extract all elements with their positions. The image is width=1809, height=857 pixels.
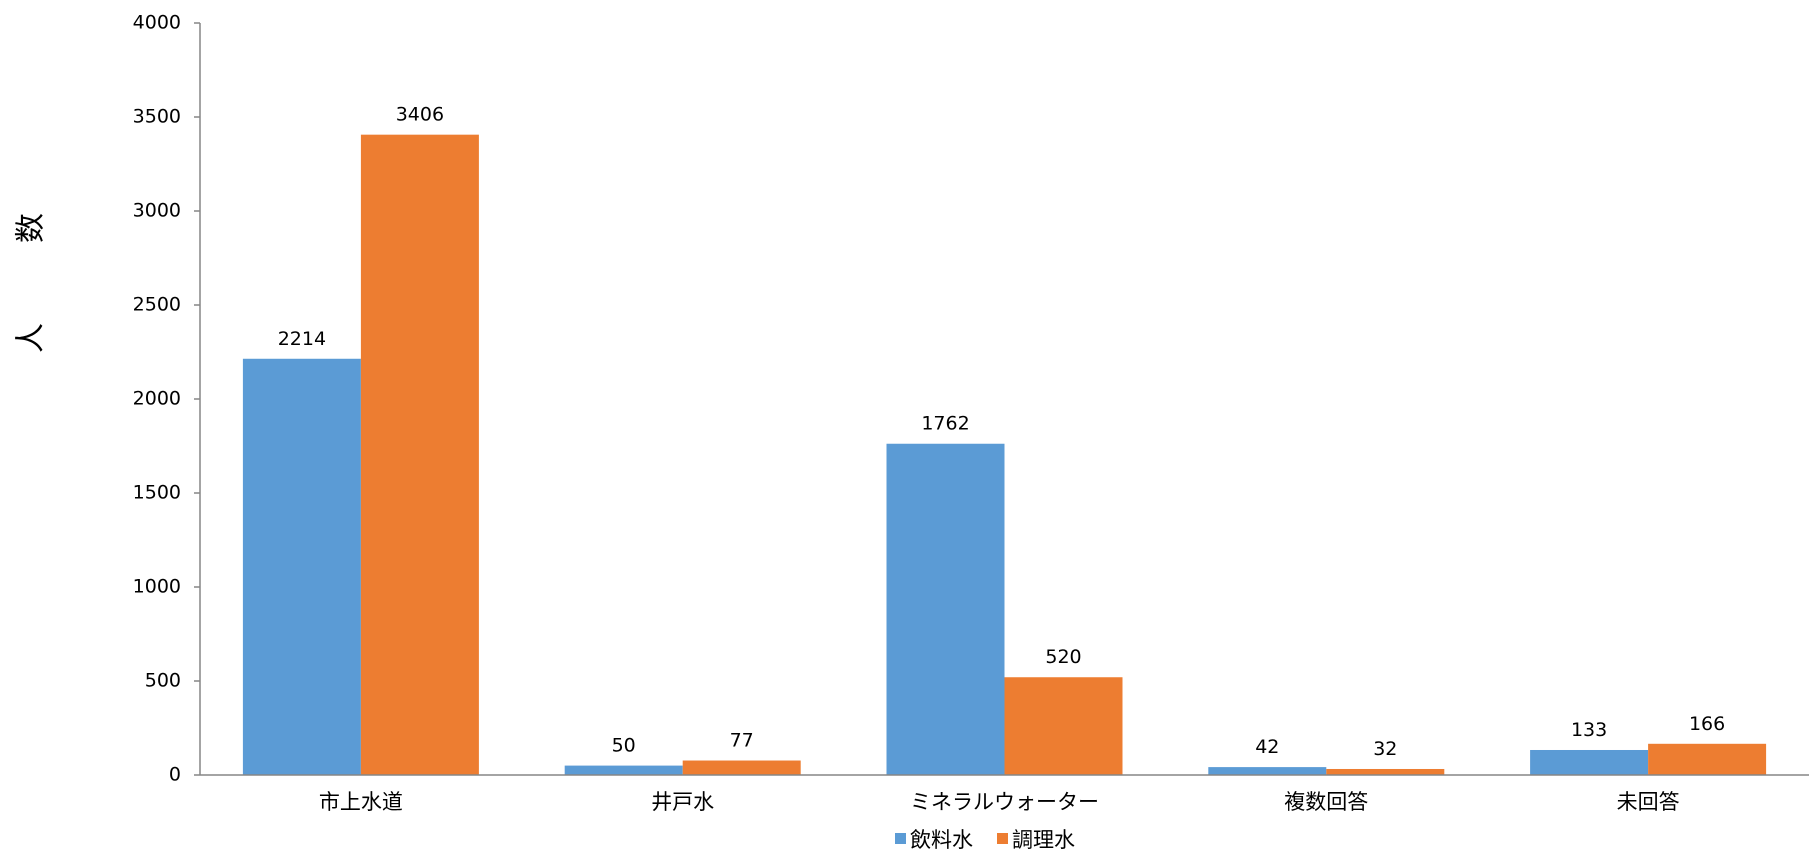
- data-labels: 2214 3406 50 77 1762 520 42 32 133 166: [278, 104, 1726, 760]
- y-axis-label-char-2: 人: [14, 323, 49, 353]
- legend-label: 調理水: [1012, 828, 1075, 852]
- data-label: 2214: [278, 328, 326, 350]
- y-tick-label: 0: [169, 764, 181, 786]
- bar-cooking-1: [682, 760, 801, 775]
- x-category-label: ミネラルウォーター: [910, 790, 1099, 814]
- data-label: 77: [730, 730, 754, 752]
- data-label: 1762: [921, 413, 969, 435]
- data-label: 3406: [396, 104, 444, 126]
- x-axis: 市上水道 井戸水 ミネラルウォーター 複数回答 未回答: [200, 774, 1809, 814]
- y-axis-label-char-1: 数: [14, 213, 49, 243]
- bar-cooking-0: [360, 134, 479, 775]
- x-category-label: 複数回答: [1284, 790, 1368, 814]
- y-axis: 0 500 1000 1500 2000 2500 3000 3500 4000: [133, 12, 201, 786]
- bar-drinking-4: [1530, 749, 1649, 775]
- y-tick-label: 3500: [133, 106, 181, 128]
- x-category-label: 未回答: [1617, 790, 1680, 814]
- legend: 飲料水 調理水: [895, 828, 1075, 852]
- bar-drinking-3: [1208, 767, 1327, 775]
- y-axis-label: 数 人: [14, 213, 49, 353]
- x-category-label: 井戸水: [651, 790, 714, 814]
- y-tick-label: 1000: [133, 576, 181, 598]
- bars: [242, 134, 1767, 775]
- y-tick-label: 2000: [133, 388, 181, 410]
- bar-cooking-3: [1326, 768, 1445, 775]
- data-label: 50: [612, 735, 636, 757]
- y-tick-label: 2500: [133, 294, 181, 316]
- bar-cooking-2: [1004, 677, 1123, 775]
- legend-swatch: [997, 833, 1008, 844]
- bar-drinking-2: [886, 443, 1005, 775]
- data-label: 166: [1689, 713, 1725, 735]
- x-category-label: 市上水道: [319, 790, 403, 814]
- bar-cooking-4: [1648, 743, 1767, 775]
- data-label: 520: [1045, 646, 1081, 668]
- y-tick-label: 4000: [133, 12, 181, 34]
- data-label: 42: [1255, 736, 1279, 758]
- y-tick-label: 500: [145, 670, 181, 692]
- legend-label: 飲料水: [910, 828, 973, 852]
- y-tick-label: 1500: [133, 482, 181, 504]
- legend-swatch: [895, 833, 906, 844]
- data-label: 133: [1571, 719, 1607, 741]
- bar-drinking-1: [564, 765, 683, 775]
- data-label: 32: [1373, 738, 1397, 760]
- bar-drinking-0: [242, 358, 361, 775]
- y-tick-label: 3000: [133, 200, 181, 222]
